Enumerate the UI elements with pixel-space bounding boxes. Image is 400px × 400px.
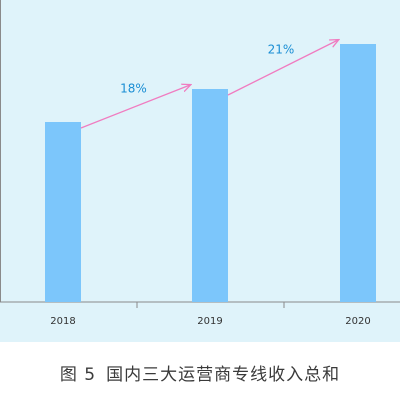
- growth-label-2: 21%: [268, 43, 295, 57]
- growth-annotations: 18% 21%: [80, 40, 338, 129]
- x-tick-label-2019: 2019: [197, 316, 222, 327]
- growth-arrow-1: [80, 85, 190, 129]
- x-tick-label-2018: 2018: [50, 316, 75, 327]
- bar-chart: 2018 2019 2020 18% 21%: [0, 0, 400, 327]
- bar-2019: [192, 89, 228, 302]
- growth-label-1: 18%: [120, 82, 147, 96]
- x-tick-labels: 2018 2019 2020: [50, 316, 370, 327]
- figure-caption: 图 5 国内三大运营商专线收入总和: [0, 360, 400, 385]
- bar-2020: [340, 44, 376, 302]
- figure-number: 图 5: [59, 365, 97, 385]
- x-tick-label-2020: 2020: [345, 316, 370, 327]
- bar-2018: [45, 122, 81, 302]
- growth-arrow-2: [227, 40, 338, 96]
- bars-layer: [45, 44, 376, 302]
- figure-title: 国内三大运营商专线收入总和: [106, 365, 341, 385]
